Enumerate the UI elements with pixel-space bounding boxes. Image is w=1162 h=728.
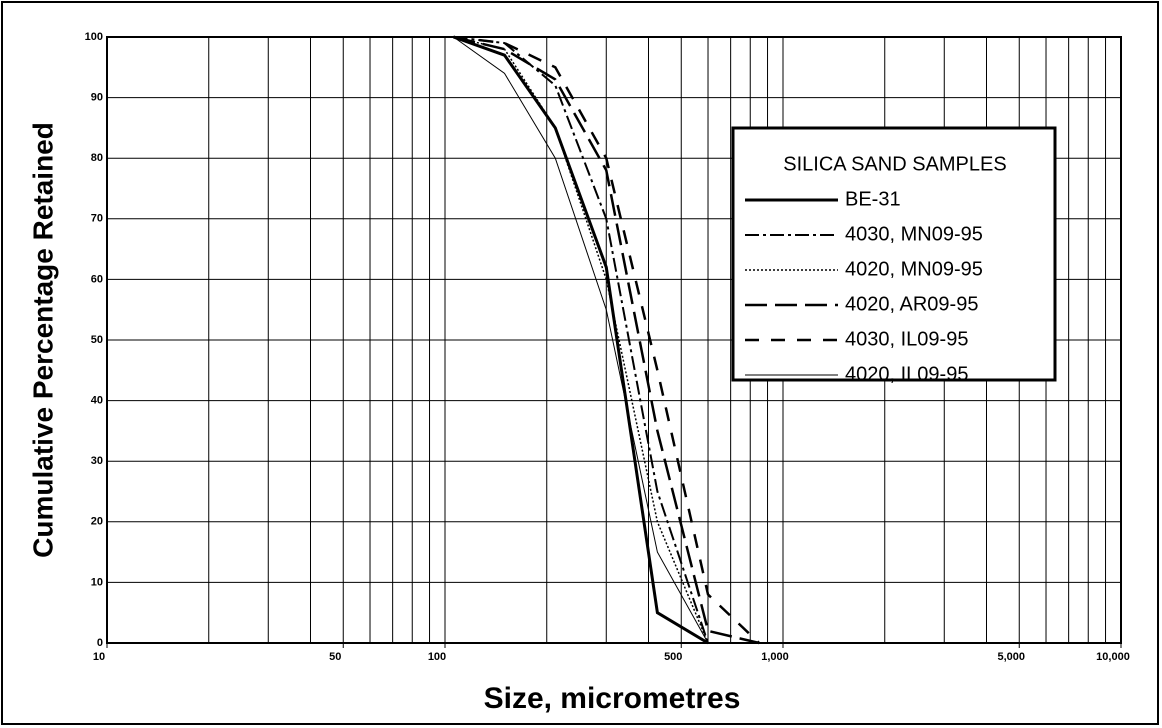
legend-label: 4020, MN09-95: [845, 258, 983, 280]
x-tick-label: 50: [329, 651, 341, 663]
y-tick-label: 40: [91, 395, 103, 407]
y-tick-label: 30: [91, 455, 103, 467]
series-line: [453, 36, 709, 644]
y-tick-label: 60: [91, 273, 103, 285]
series-line: [453, 35, 760, 645]
y-tick-label: 10: [91, 576, 103, 588]
y-tick-label: 90: [91, 92, 103, 104]
legend-label: 4030, IL09-95: [845, 328, 968, 350]
x-tick-label: 5,000: [997, 651, 1025, 663]
x-tick-label: 500: [664, 651, 682, 663]
legend-box: [731, 126, 1057, 382]
x-tick-label: 100: [428, 651, 446, 663]
y-tick-label: 80: [91, 152, 103, 164]
x-axis-label: Size, micrometres: [484, 682, 741, 715]
y-tick-label: 70: [91, 213, 103, 225]
series-line: [453, 36, 709, 644]
series-line: [453, 35, 761, 644]
y-tick-label: 0: [97, 637, 103, 649]
legend-label: 4020, IL09-95: [845, 363, 968, 385]
x-tick-label: 10,000: [1096, 651, 1130, 663]
legend-title: SILICA SAND SAMPLES: [783, 153, 1006, 175]
y-tick-label: 20: [91, 516, 103, 528]
y-axis-label: Cumulative Percentage Retained: [27, 122, 58, 558]
legend-label: 4020, AR09-95: [845, 293, 978, 315]
x-tick-label: 1,000: [761, 651, 789, 663]
legend-label: 4030, MN09-95: [845, 223, 983, 245]
series-line: [453, 35, 709, 645]
x-tick-label: 10: [93, 651, 105, 663]
y-tick-label: 50: [91, 334, 103, 346]
y-tick-label: 100: [85, 31, 103, 43]
legend-label: BE-31: [845, 188, 901, 210]
